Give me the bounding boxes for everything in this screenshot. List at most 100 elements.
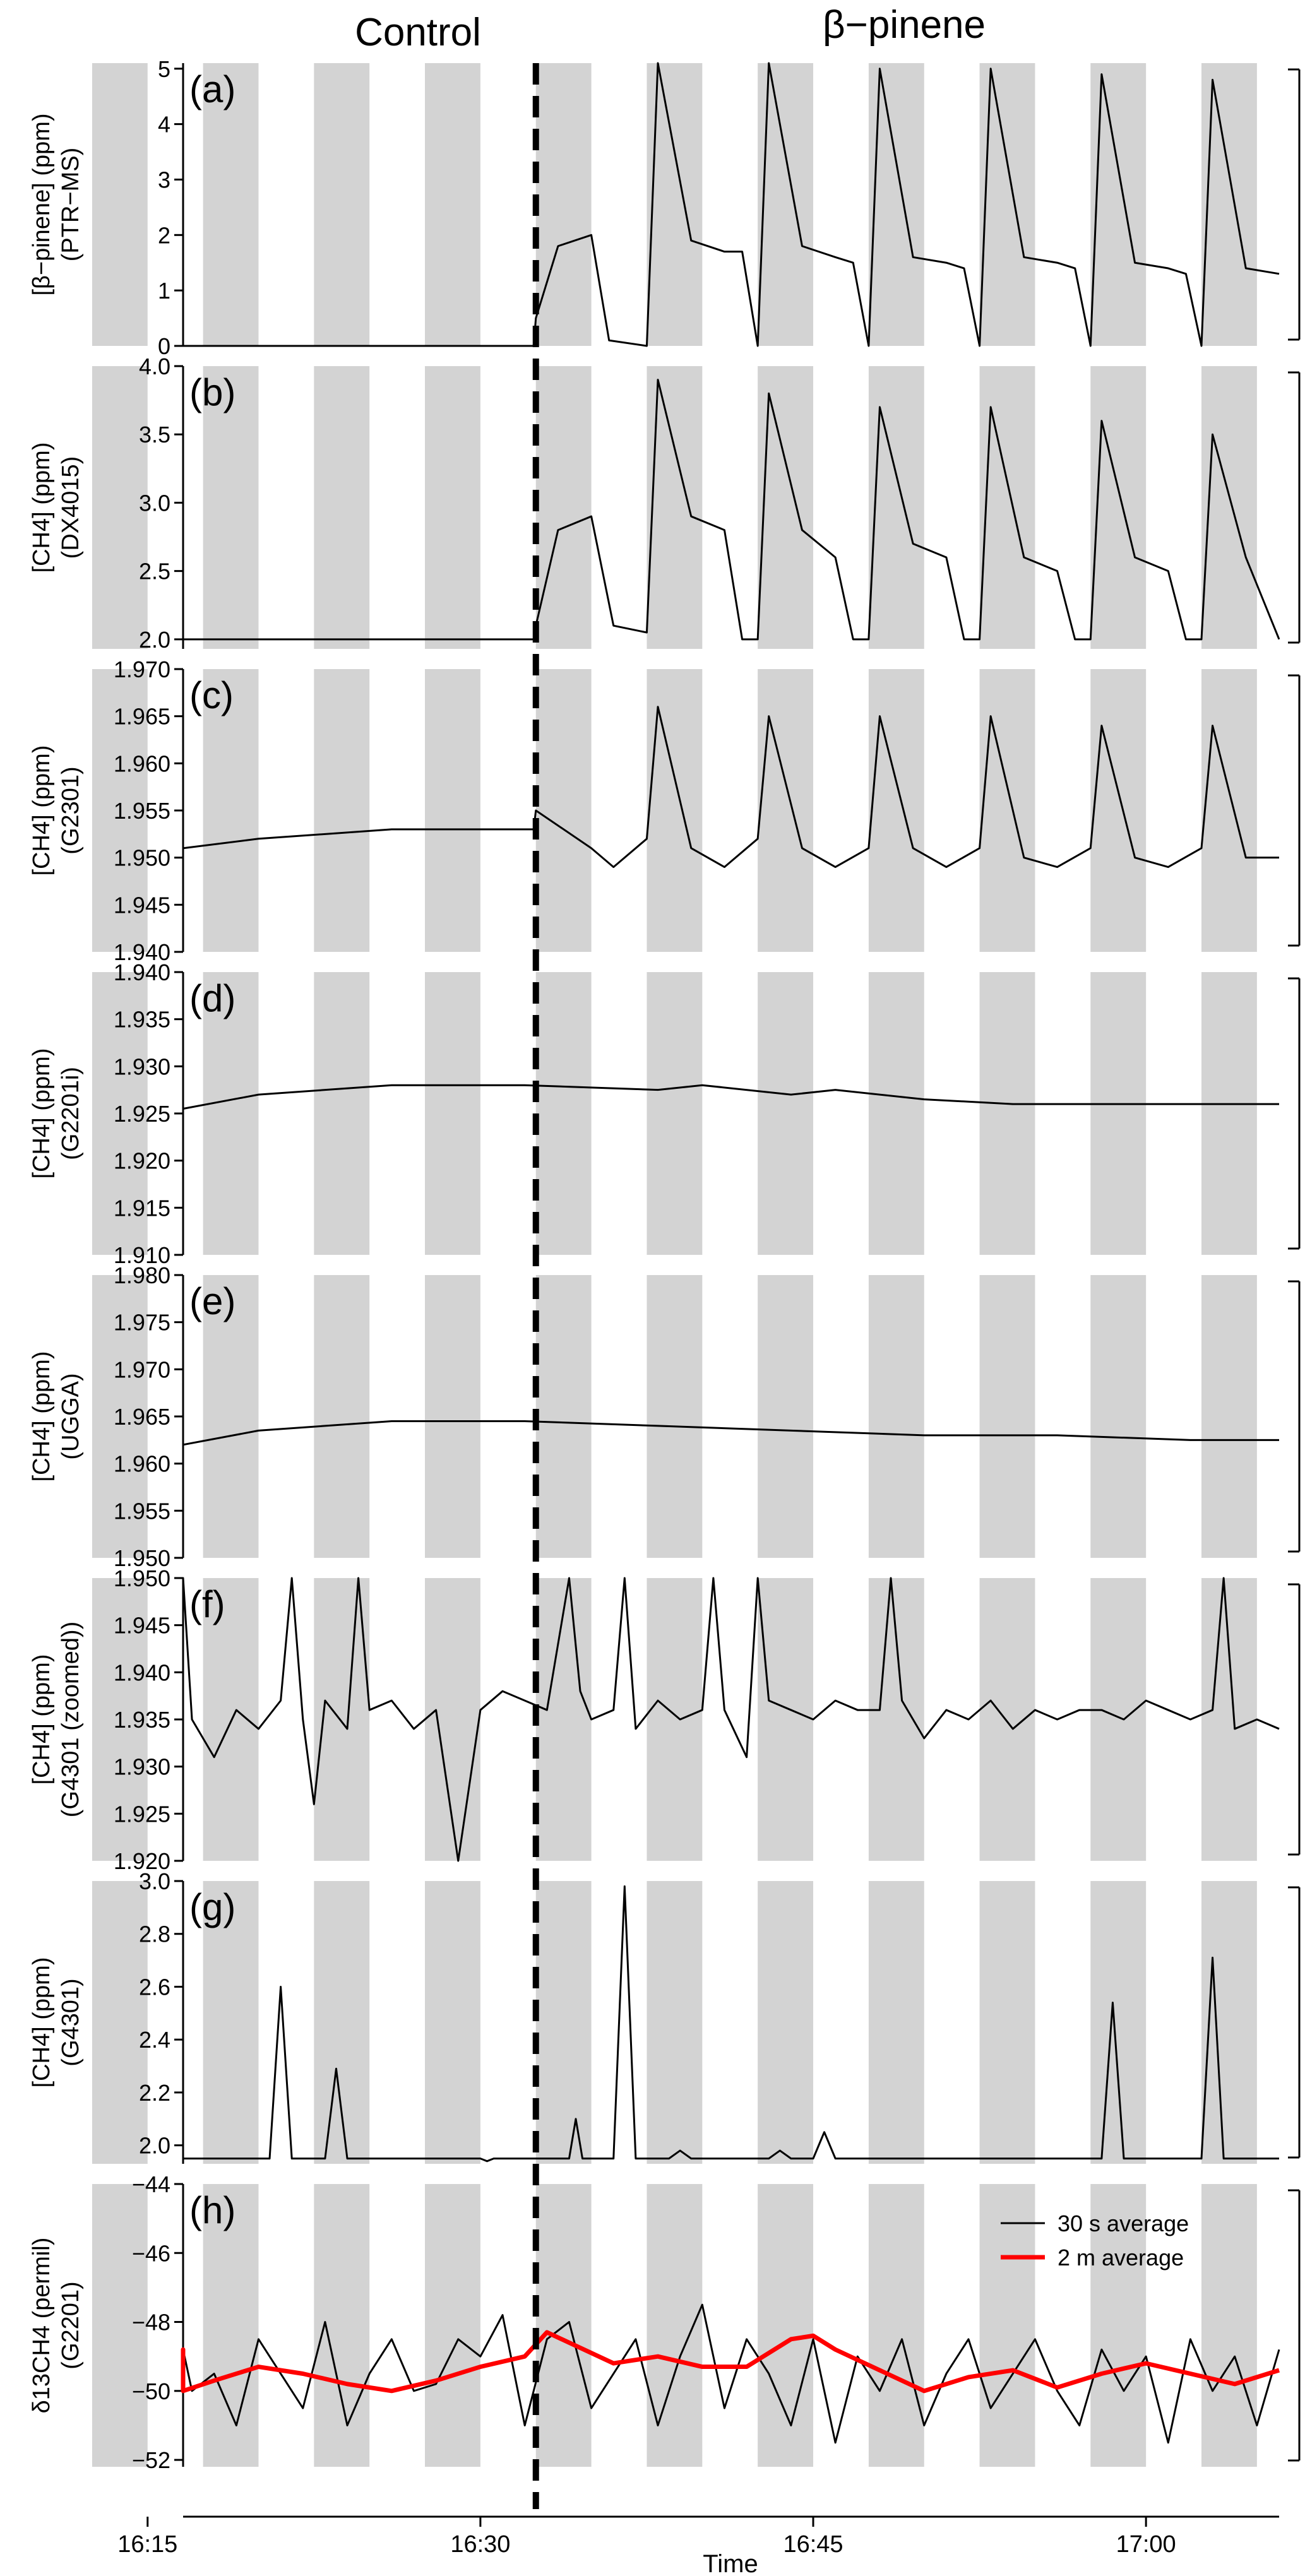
y-tick-label: 1.950 bbox=[114, 1545, 170, 1571]
y-axis-title-line: (G2201) bbox=[57, 2281, 84, 2369]
shaded-band bbox=[647, 1881, 703, 2164]
shaded-band bbox=[92, 1881, 148, 2164]
y-tick-label: 1.910 bbox=[114, 1242, 170, 1268]
y-axis-title-line: [CH4] (ppm) bbox=[28, 1351, 55, 1482]
y-axis-title-line: (UGGA) bbox=[57, 1373, 84, 1459]
shaded-band bbox=[314, 1881, 370, 2164]
shaded-band bbox=[535, 1881, 592, 2164]
panel-h: −52 −50 −48 −46 −44 δ13CH4 (permil) (G2201) (h)… bbox=[28, 2171, 1301, 2473]
shaded-band bbox=[1090, 972, 1147, 1255]
legend-label: 30 s average bbox=[1058, 2211, 1189, 2236]
shaded-band bbox=[647, 972, 703, 1255]
shaded-band bbox=[203, 1881, 259, 2164]
shaded-band bbox=[1090, 669, 1147, 952]
shaded-band bbox=[868, 63, 924, 346]
shaded-band bbox=[314, 63, 370, 346]
panel-letter: (h) bbox=[189, 2189, 235, 2231]
shaded-band bbox=[425, 1578, 480, 1861]
y-tick-label: 1.950 bbox=[114, 1565, 170, 1591]
y-tick-label: 1.940 bbox=[114, 1659, 170, 1685]
y-tick-label: 3.0 bbox=[139, 490, 170, 516]
y-tick-label: 2.6 bbox=[139, 1974, 170, 2000]
shaded-band bbox=[979, 366, 1035, 649]
y-tick-label: 1.940 bbox=[114, 939, 170, 965]
shaded-band bbox=[535, 669, 592, 952]
y-axis-title: [β−pinene] (ppm) (PTR−MS) bbox=[28, 113, 84, 295]
x-axis: 16:15 16:30 16:45 17:00 bbox=[117, 2515, 1279, 2558]
y-tick-label: 5 bbox=[158, 56, 170, 82]
series-line-0 bbox=[182, 1885, 1279, 2163]
y-tick-label: 4 bbox=[158, 112, 170, 138]
shaded-band bbox=[314, 2184, 370, 2467]
y-tick-label: 1.960 bbox=[114, 1451, 170, 1477]
y-tick-label: 1.960 bbox=[114, 751, 170, 776]
shaded-band bbox=[425, 1881, 480, 2164]
y-tick-label: 1.980 bbox=[114, 1262, 170, 1288]
y-tick-label: 3.0 bbox=[139, 1868, 170, 1894]
panel-g: 2.0 2.2 2.4 2.6 2.8 3.0 [CH4] (ppm) (G4301) (g) bbox=[28, 1868, 1301, 2164]
y-tick-label: −48 bbox=[132, 2310, 170, 2336]
series-line-0 bbox=[183, 62, 1280, 347]
y-axis-title-line: [CH4] (ppm) bbox=[28, 745, 55, 876]
shaded-band bbox=[1201, 972, 1257, 1255]
panel-letter: (f) bbox=[189, 1583, 225, 1625]
shaded-band bbox=[647, 1578, 703, 1861]
y-tick-label: 1.955 bbox=[114, 798, 170, 824]
label-beta-pinene: β−pinene bbox=[823, 3, 986, 47]
panel-letter: (g) bbox=[189, 1886, 235, 1928]
y-tick-label: 4.0 bbox=[139, 353, 170, 379]
legend-label: 2 m average bbox=[1058, 2245, 1184, 2270]
shaded-band bbox=[979, 63, 1035, 346]
shaded-band bbox=[758, 1881, 814, 2164]
shaded-band bbox=[92, 669, 148, 952]
y-tick-label: 1.920 bbox=[114, 1848, 170, 1874]
y-tick-label: 1.930 bbox=[114, 1754, 170, 1780]
shaded-band bbox=[647, 1275, 703, 1558]
shaded-band bbox=[314, 669, 370, 952]
shaded-band bbox=[203, 1275, 259, 1558]
shaded-band bbox=[203, 972, 259, 1255]
y-tick-label: 2.0 bbox=[139, 627, 170, 653]
panel-c: 1.940 1.945 1.950 1.955 1.960 1.965 1.970 [CH4]… bbox=[28, 656, 1301, 965]
shaded-band bbox=[868, 366, 924, 649]
y-tick-label: −52 bbox=[132, 2447, 170, 2473]
series-line-0 bbox=[183, 379, 1280, 641]
series-line-2-m-average bbox=[181, 2330, 1280, 2394]
panel-letter: (c) bbox=[189, 674, 234, 716]
y-tick-label: 2.0 bbox=[139, 2133, 170, 2159]
y-axis-title: [CH4] (ppm) (DX4015) bbox=[28, 442, 84, 573]
shaded-band bbox=[758, 972, 814, 1255]
y-axis-title-line: [β−pinene] (ppm) bbox=[28, 113, 55, 295]
shaded-band bbox=[758, 1275, 814, 1558]
shaded-band bbox=[1090, 2184, 1147, 2467]
shaded-band bbox=[1090, 63, 1147, 346]
y-tick-label: 2 bbox=[158, 222, 170, 248]
panel-b: 2.0 2.5 3.0 3.5 4.0 [CH4] (ppm) (DX4015) (b) bbox=[28, 353, 1301, 653]
shaded-band bbox=[979, 972, 1035, 1255]
shaded-band bbox=[758, 2184, 814, 2467]
y-axis-title-line: [CH4] (ppm) bbox=[28, 1048, 55, 1179]
series-line-0 bbox=[182, 1577, 1280, 1862]
x-tick-label: 16:15 bbox=[117, 2531, 177, 2558]
shaded-band bbox=[1090, 366, 1147, 649]
y-tick-label: 1.965 bbox=[114, 704, 170, 730]
shaded-band bbox=[92, 63, 148, 346]
y-tick-label: 1.945 bbox=[114, 1613, 170, 1639]
series-line-0 bbox=[182, 706, 1279, 869]
y-tick-label: 2.5 bbox=[139, 559, 170, 585]
shaded-band bbox=[868, 972, 924, 1255]
y-axis-title: δ13CH4 (permil) (G2201) bbox=[28, 2238, 84, 2414]
y-tick-label: 2.2 bbox=[139, 2080, 170, 2106]
shaded-band bbox=[979, 2184, 1035, 2467]
shaded-band bbox=[758, 669, 814, 952]
shaded-band bbox=[647, 669, 703, 952]
shaded-band bbox=[758, 1578, 814, 1861]
shaded-band bbox=[535, 63, 592, 346]
shaded-band bbox=[203, 366, 259, 649]
shaded-band bbox=[203, 669, 259, 952]
shaded-band bbox=[92, 1578, 148, 1861]
y-axis-title-line: (G4301 (zoomed)) bbox=[57, 1622, 84, 1817]
shaded-band bbox=[979, 1881, 1035, 2164]
shaded-band bbox=[758, 366, 814, 649]
shaded-band bbox=[1090, 1881, 1147, 2164]
